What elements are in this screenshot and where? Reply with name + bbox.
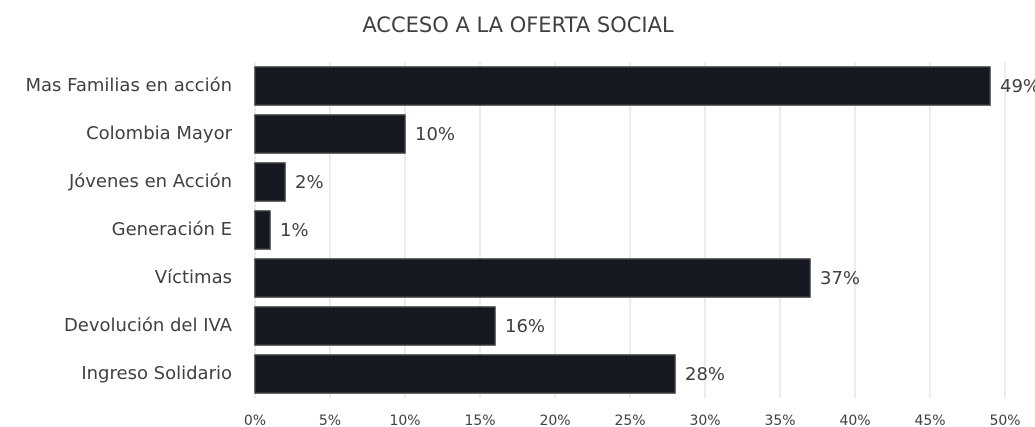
y-tick-label: Mas Familias en acción bbox=[25, 75, 232, 96]
bar bbox=[254, 66, 991, 106]
data-label: 1% bbox=[280, 220, 309, 241]
x-tick-label: 0% bbox=[244, 413, 266, 427]
y-tick-label: Víctimas bbox=[155, 267, 232, 288]
x-tick-label: 10% bbox=[389, 413, 420, 427]
x-tick-label: 30% bbox=[689, 413, 720, 427]
bar bbox=[254, 258, 811, 298]
x-tick-label: 35% bbox=[764, 413, 795, 427]
y-tick-label: Generación E bbox=[112, 219, 232, 240]
y-tick-label: Devolución del IVA bbox=[64, 315, 233, 336]
y-tick-label: Colombia Mayor bbox=[86, 123, 233, 144]
data-label: 49% bbox=[1000, 76, 1035, 97]
bar bbox=[254, 210, 271, 250]
y-tick-label: Ingreso Solidario bbox=[81, 363, 232, 384]
bar bbox=[254, 114, 406, 154]
x-tick-label: 15% bbox=[464, 413, 495, 427]
bar bbox=[254, 306, 496, 346]
x-tick-label: 5% bbox=[319, 413, 341, 427]
x-tick-label: 45% bbox=[914, 413, 945, 427]
bar bbox=[254, 354, 676, 394]
y-tick-label: Jóvenes en Acción bbox=[68, 171, 232, 192]
x-tick-label: 20% bbox=[539, 413, 570, 427]
data-label: 10% bbox=[415, 124, 455, 145]
chart-title: ACCESO A LA OFERTA SOCIAL bbox=[362, 13, 674, 37]
bar bbox=[254, 162, 286, 202]
x-tick-label: 40% bbox=[839, 413, 870, 427]
data-label: 2% bbox=[295, 172, 324, 193]
data-label: 16% bbox=[505, 316, 545, 337]
data-label: 37% bbox=[820, 268, 860, 289]
data-label: 28% bbox=[685, 364, 725, 385]
x-tick-label: 50% bbox=[989, 413, 1020, 427]
x-tick-label: 25% bbox=[614, 413, 645, 427]
